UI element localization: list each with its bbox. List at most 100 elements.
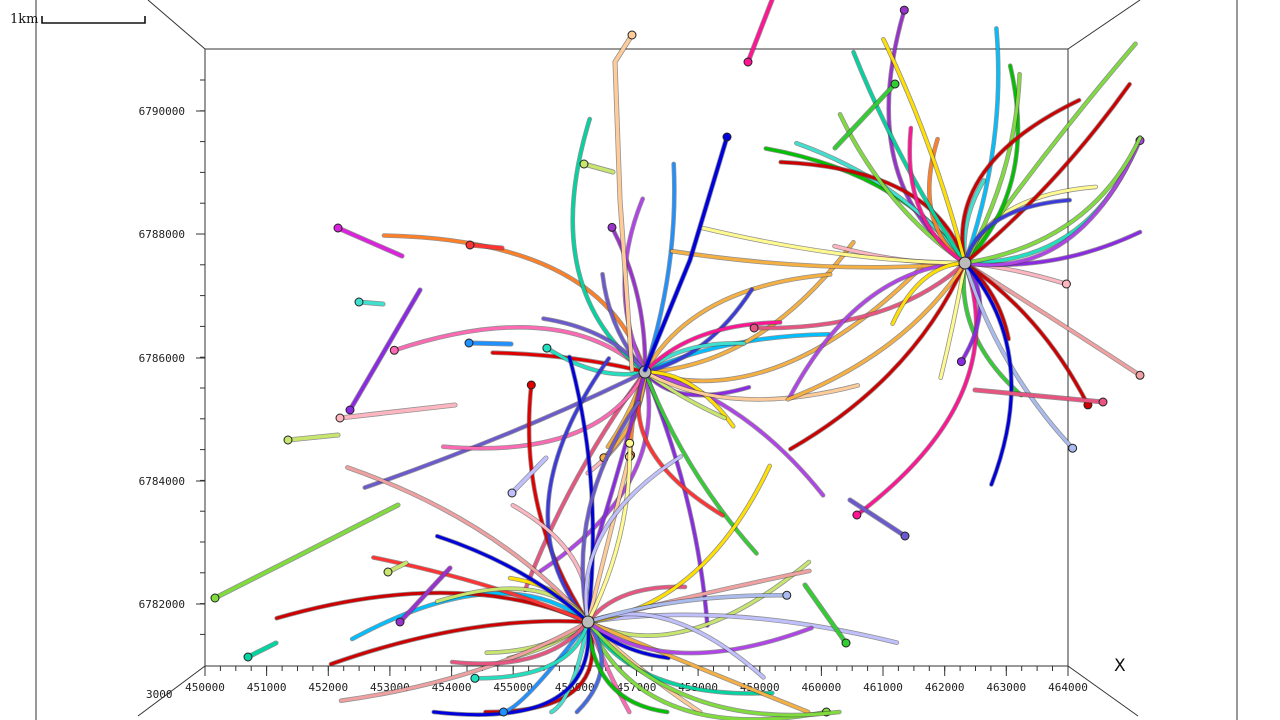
well-trajectory (473, 620, 590, 680)
well-trajectory (467, 341, 513, 346)
wellhead-marker (354, 297, 364, 307)
well-trajectory (586, 593, 789, 624)
well-trajectory (786, 261, 967, 401)
well-trajectory (339, 620, 590, 703)
well-trajectory (939, 261, 967, 380)
wellhead-marker (1068, 443, 1078, 453)
wellhead-marker (782, 590, 792, 600)
wellhead-marker (389, 345, 399, 355)
well-trajectory (963, 82, 1132, 265)
wellhead-marker (607, 222, 617, 232)
well-trajectory (586, 620, 810, 714)
well-trajectory (398, 566, 452, 624)
well-trajectory (348, 288, 422, 412)
well-trajectory (336, 226, 404, 258)
well-trajectory (441, 370, 647, 450)
well-trajectory (527, 383, 590, 624)
wellhead-marker (581, 615, 595, 629)
well-trajectory (329, 619, 590, 666)
well-trajectory (881, 37, 967, 265)
y-tick-label: 6790000 (139, 105, 185, 118)
x-tick-label: 461000 (863, 681, 903, 694)
well-trajectory (803, 583, 848, 645)
well-trajectory (450, 620, 590, 666)
wellhead-marker (1135, 370, 1145, 380)
well-outline (585, 612, 900, 645)
x-axis-letter: X (1114, 656, 1126, 676)
well-trajectory (833, 82, 897, 150)
hub-west (362, 116, 928, 628)
well-trajectory (586, 585, 687, 624)
well-trajectory (643, 370, 825, 497)
wellhead-marker (627, 30, 637, 40)
well-trajectory (963, 139, 1142, 267)
wellhead-marker (345, 405, 355, 415)
well-trajectory (432, 620, 591, 717)
wellhead-marker (210, 593, 220, 603)
wellhead-marker (395, 617, 405, 627)
well-trajectory (852, 50, 967, 265)
well-trajectory (567, 355, 595, 624)
wellhead-marker (542, 343, 552, 353)
wellhead-marker (1061, 279, 1071, 289)
well-trajectory (963, 26, 1000, 265)
well-trajectory (908, 126, 967, 265)
well-trajectory (213, 503, 400, 600)
well-trajectory (670, 249, 967, 269)
well-trajectory (582, 162, 615, 174)
hub-east (669, 5, 1145, 520)
wellhead-marker (743, 57, 753, 67)
well-trajectory (746, 0, 774, 64)
well-trajectory (491, 351, 647, 374)
well-trajectory (586, 613, 899, 645)
wellhead-marker (625, 438, 635, 448)
well-trajectory (586, 620, 841, 717)
well-trajectory (855, 261, 978, 517)
well-trajectory (510, 456, 548, 495)
wellhead-marker (464, 338, 474, 348)
x-tick-label: 460000 (802, 681, 842, 694)
wellhead-marker (579, 159, 589, 169)
wellhead-marker (335, 413, 345, 423)
well-trajectory (546, 356, 611, 624)
wellhead-marker (958, 256, 972, 270)
corner-depth-label: 3000 (146, 688, 173, 701)
well-trajectory (788, 261, 967, 399)
well-trajectory (752, 261, 967, 330)
x-tick-label: 463000 (986, 681, 1026, 694)
corner-edge-tl (147, 0, 206, 50)
well-trajectory (363, 370, 647, 490)
x-tick-label: 452000 (308, 681, 348, 694)
corner-edge-bl (137, 665, 206, 717)
wellhead-marker (1098, 397, 1108, 407)
well-trajectory (960, 98, 1081, 265)
wellhead-marker (465, 240, 475, 250)
well-trajectory (643, 240, 855, 374)
corner-edge-tr (1067, 0, 1141, 50)
well-outline (349, 591, 591, 642)
well-trajectory (345, 465, 590, 624)
wellhead-marker (283, 435, 293, 445)
scale-bar-label: 1km (10, 12, 38, 27)
well-trajectory (963, 198, 1072, 265)
y-tick-label: 6788000 (139, 228, 185, 241)
wellhead-marker (383, 567, 393, 577)
wellhead-marker (333, 223, 343, 233)
well-trajectory (539, 370, 651, 573)
well-trajectory (586, 620, 813, 655)
well-trajectory (338, 403, 457, 420)
wellhead-marker (890, 79, 900, 89)
wellhead-marker (956, 357, 966, 367)
well-trajectory (468, 243, 504, 250)
well-trajectory (963, 64, 1020, 265)
x-axis: 450000 451000 452000 453000 454000 455000 4560… (185, 666, 1088, 694)
well-trajectory (571, 117, 647, 374)
well-trajectory (779, 160, 967, 265)
wellhead-marker (243, 652, 253, 662)
wellhead-marker (852, 510, 862, 520)
well-trajectory (435, 534, 590, 624)
wellhead-marker (900, 531, 910, 541)
x-tick-label: 462000 (925, 681, 965, 694)
y-tick-label: 6784000 (139, 475, 185, 488)
